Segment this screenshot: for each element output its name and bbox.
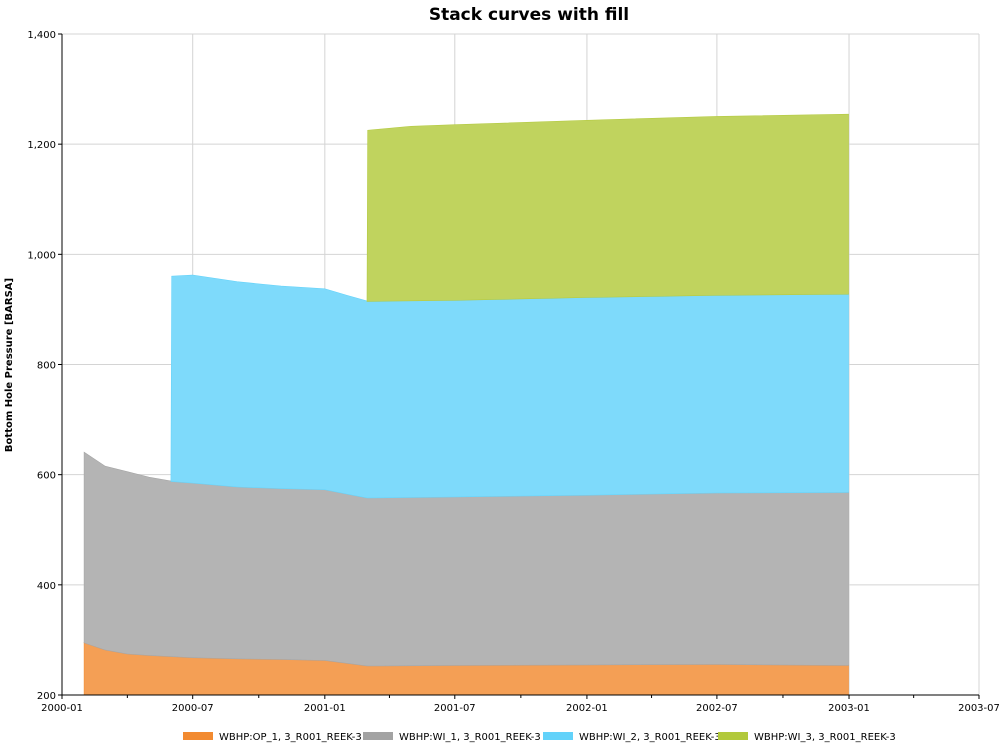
- x-tick-label: 2001-07: [434, 703, 476, 714]
- chart-title: Stack curves with fill: [429, 5, 629, 25]
- legend-label: WBHP:WI_1, 3_R001_REEK-3: [399, 732, 541, 743]
- y-tick-label: 400: [37, 581, 56, 592]
- y-tick-label: 1,200: [27, 140, 56, 151]
- area-texture-2: [84, 452, 849, 666]
- y-axis-label: Bottom Hole Pressure [BARSA]: [4, 278, 15, 452]
- legend-swatch: [183, 732, 213, 740]
- legend: WBHP:OP_1, 3_R001_REEK-3 WBHP:WI_1, 3_R00…: [183, 732, 896, 743]
- y-tick-label: 200: [37, 691, 56, 702]
- x-axis-ticks: 2000-01 2000-07 2001-01 2001-07 2002-01 2002-…: [41, 695, 1000, 714]
- legend-item: WBHP:WI_1, 3_R001_REEK-3: [363, 732, 541, 743]
- legend-swatch: [718, 732, 748, 740]
- y-tick-label: 800: [37, 361, 56, 372]
- legend-label: WBHP:OP_1, 3_R001_REEK-3: [219, 732, 362, 743]
- x-tick-label: 2002-01: [566, 703, 608, 714]
- legend-item: WBHP:OP_1, 3_R001_REEK-3: [183, 732, 362, 743]
- x-tick-label: 2003-07: [958, 703, 1000, 714]
- plot-areas: [83, 113, 849, 696]
- legend-swatch: [363, 732, 393, 740]
- legend-label: WBHP:WI_2, 3_R001_REEK-3: [579, 732, 721, 743]
- x-tick-label: 2001-01: [304, 703, 346, 714]
- x-tick-label: 2000-07: [172, 703, 214, 714]
- area-texture-1: [84, 642, 849, 695]
- y-axis-ticks: 200 400 600 800 1,000 1,200 1,400: [27, 30, 62, 702]
- legend-item: WBHP:WI_3, 3_R001_REEK-3: [718, 732, 896, 743]
- area-texture-4: [367, 114, 849, 302]
- y-tick-label: 1,400: [27, 30, 56, 41]
- legend-item: WBHP:WI_2, 3_R001_REEK-3: [543, 732, 721, 743]
- y-tick-label: 600: [37, 471, 56, 482]
- y-tick-label: 1,000: [27, 250, 56, 261]
- x-tick-label: 2002-07: [696, 703, 738, 714]
- legend-swatch: [543, 732, 573, 740]
- x-tick-label: 2000-01: [41, 703, 83, 714]
- area-texture-3: [171, 275, 849, 498]
- legend-label: WBHP:WI_3, 3_R001_REEK-3: [754, 732, 896, 743]
- x-tick-label: 2003-01: [828, 703, 870, 714]
